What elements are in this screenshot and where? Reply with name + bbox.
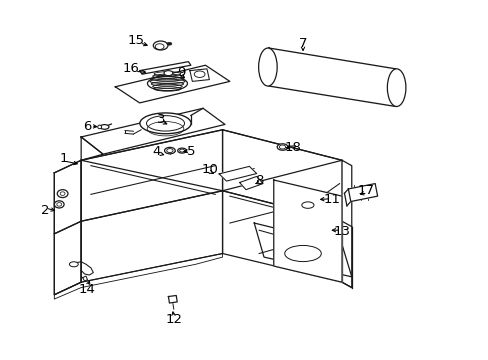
Text: 4: 4 [152,145,161,158]
Polygon shape [273,180,341,282]
Ellipse shape [275,245,289,251]
Circle shape [54,201,64,208]
Text: 15: 15 [127,33,144,47]
Polygon shape [54,160,81,295]
Polygon shape [54,160,81,234]
Text: 8: 8 [254,174,263,186]
Polygon shape [222,130,341,221]
Text: 1: 1 [60,152,68,165]
Ellipse shape [98,125,102,129]
Polygon shape [81,130,222,221]
Ellipse shape [166,42,171,45]
Text: 17: 17 [357,184,374,197]
Ellipse shape [177,148,186,153]
Polygon shape [140,62,190,74]
Polygon shape [341,160,351,288]
Ellipse shape [277,144,287,150]
Polygon shape [168,296,177,303]
Text: 13: 13 [333,225,350,238]
Text: 2: 2 [41,204,50,217]
Text: 18: 18 [284,141,301,154]
Polygon shape [81,108,224,154]
Text: 12: 12 [165,313,182,327]
Polygon shape [81,130,341,191]
Ellipse shape [163,71,172,76]
Text: 7: 7 [298,37,306,50]
Polygon shape [222,191,341,282]
Polygon shape [81,191,222,282]
Polygon shape [254,223,351,277]
Polygon shape [81,137,103,160]
Text: 16: 16 [122,62,140,75]
Ellipse shape [277,242,328,265]
Polygon shape [347,184,377,202]
Text: 9: 9 [177,66,185,79]
Ellipse shape [153,41,167,50]
Text: 11: 11 [323,193,340,206]
Text: 3: 3 [157,113,165,126]
Polygon shape [54,253,222,299]
Polygon shape [268,48,395,107]
Polygon shape [115,65,229,103]
Text: 14: 14 [79,283,96,296]
Ellipse shape [69,262,78,267]
Polygon shape [189,69,209,81]
Ellipse shape [147,76,187,91]
Ellipse shape [140,113,191,134]
Text: 5: 5 [186,145,195,158]
Polygon shape [219,166,256,181]
Text: 6: 6 [83,120,91,133]
Ellipse shape [164,147,175,154]
Ellipse shape [100,125,109,129]
Ellipse shape [258,48,277,86]
Text: 10: 10 [202,163,218,176]
Ellipse shape [386,69,405,107]
Polygon shape [54,221,81,295]
Ellipse shape [301,202,313,208]
Polygon shape [239,176,263,190]
